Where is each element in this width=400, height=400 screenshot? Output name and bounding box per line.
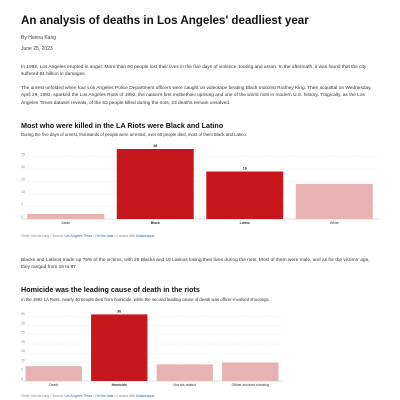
chart2-heading: Homicide was the leading cause of death … [21, 285, 200, 294]
y-tick-label: 25 [21, 152, 25, 156]
y-tick-label: 25 [21, 331, 25, 335]
x-category-label: Death [49, 383, 58, 387]
get-data-link[interactable]: Get the data [95, 394, 114, 398]
bar-homicide [91, 314, 148, 381]
y-tick-label: 15 [21, 349, 25, 353]
y-tick-label: 35 [21, 312, 25, 316]
x-category-label: Black [151, 221, 160, 225]
created-with-text: • Created with [113, 394, 136, 398]
background-paragraph: The unrest unfolded when four Los Angele… [21, 86, 372, 106]
datawrapper-link[interactable]: Datawrapper [135, 234, 155, 238]
y-tick-label: 30 [21, 321, 25, 325]
y-tick-label: 5 [21, 202, 23, 206]
chart1-heading: Most who were killed in the LA Riots wer… [21, 121, 224, 130]
y-tick-label: 15 [21, 177, 25, 181]
publish-date: June 25, 2023 [21, 46, 53, 52]
race-bar-chart: 0 5 10 15 20 25 Asian 28 Black 19 Latino White [21, 144, 379, 225]
y-tick-label: 20 [21, 340, 25, 344]
y-tick-label: 5 [21, 368, 23, 372]
created-with-text: • Created with [113, 234, 136, 238]
bar-black [116, 149, 194, 219]
source-link[interactable]: Los Angeles Times [64, 394, 93, 398]
x-category-label: Officer-involved shooting [232, 383, 269, 387]
y-tick-label: 0 [21, 377, 23, 381]
source-separator: • [92, 394, 96, 398]
chart1-subtitle: During the five days of unrest, thousand… [21, 132, 247, 137]
x-category-label: Not riot-related [174, 383, 197, 387]
datawrapper-link[interactable]: Datawrapper [135, 394, 155, 398]
bar-white [295, 184, 373, 219]
chart2-source: Chart: Hanna Kang • Source: Los Angeles … [21, 394, 155, 398]
y-tick-label: 10 [21, 190, 25, 194]
bar-value-label: 36 [117, 309, 121, 313]
bar-value-label: 28 [153, 144, 157, 148]
x-category-label: Homicide [112, 383, 127, 387]
source-credit: Chart: Hanna Kang • Source: [21, 234, 65, 238]
bar-death [25, 366, 82, 381]
source-separator: • [92, 234, 96, 238]
byline: By Hanna Kang [21, 35, 57, 41]
y-tick-label: 10 [21, 358, 25, 362]
victims-paragraph: Blacks and Latinos made up 75% of the vi… [21, 258, 370, 271]
get-data-link[interactable]: Get the data [95, 234, 114, 238]
bar-asian [27, 214, 105, 219]
y-tick-label: 20 [21, 165, 25, 169]
source-link[interactable]: Los Angeles Times [64, 234, 93, 238]
article-title: An analysis of deaths in Los Angeles' de… [21, 14, 309, 27]
x-category-label: Latino [240, 221, 250, 225]
chart2-subtitle: In the 1992 LA Riots, nearly 40 people d… [21, 297, 270, 302]
y-tick-label: 0 [21, 215, 23, 219]
x-category-label: Asian [62, 221, 71, 225]
source-credit: Chart: Hanna Kang • Source: [21, 394, 65, 398]
cause-bar-chart: 0 5 10 15 20 25 30 35 Death 36 Homicide Not riot-re… [21, 309, 283, 387]
bar-not-riot-related [156, 364, 213, 381]
chart1-source: Chart: Hanna Kang • Source: Los Angeles … [21, 234, 155, 238]
x-category-label: White [330, 221, 339, 225]
bar-latino [206, 171, 284, 219]
bar-officer-involved-shooting [222, 362, 279, 381]
bar-value-label: 19 [243, 167, 247, 171]
intro-paragraph: In 1992, Los Angeles erupted in anger. M… [21, 65, 367, 78]
